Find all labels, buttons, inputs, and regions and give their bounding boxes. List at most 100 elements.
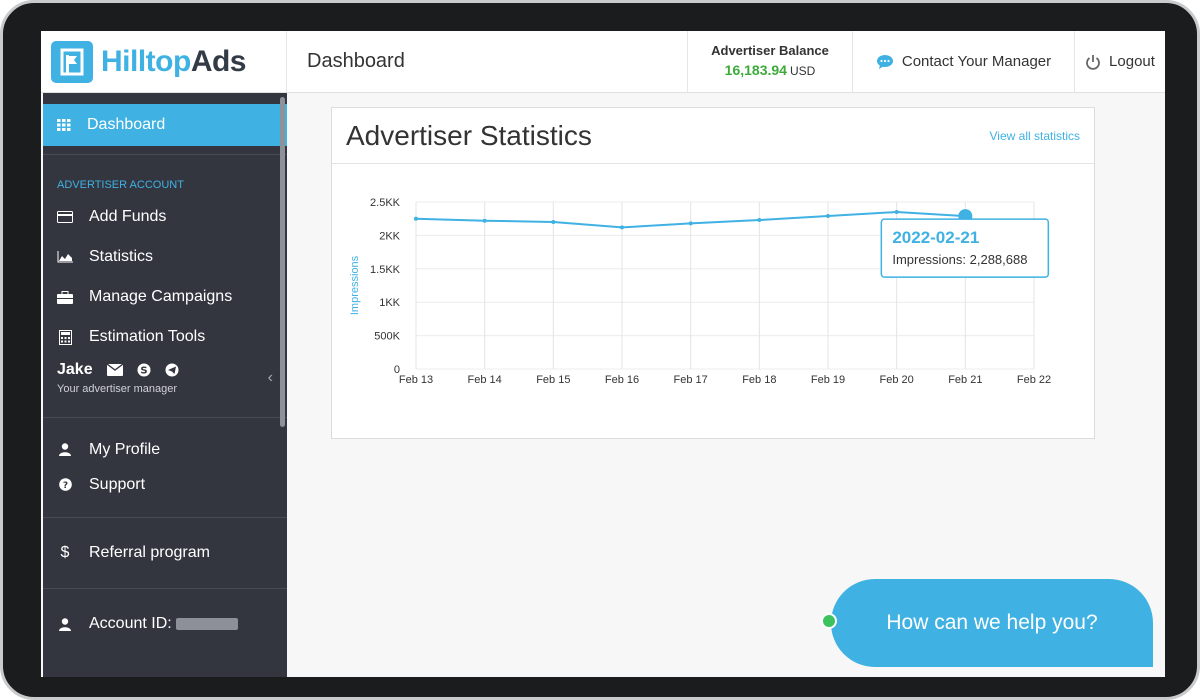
x-tick-label: Feb 22 xyxy=(1017,374,1051,386)
sidebar-item-my-profile[interactable]: My Profile xyxy=(43,432,287,467)
balance-label: Advertiser Balance xyxy=(711,43,829,58)
x-tick-label: Feb 20 xyxy=(880,374,914,386)
online-status-dot xyxy=(821,613,837,629)
advertiser-balance: Advertiser Balance 16,183.94 USD xyxy=(687,31,853,92)
data-point xyxy=(757,218,762,223)
help-chat-button[interactable]: How can we help you? xyxy=(831,579,1153,667)
x-tick-label: Feb 18 xyxy=(742,374,776,386)
area-chart-icon xyxy=(57,251,73,263)
telegram-icon[interactable] xyxy=(165,363,179,377)
x-tick-label: Feb 19 xyxy=(811,374,845,386)
data-point xyxy=(620,225,624,230)
data-point xyxy=(688,221,693,226)
logout-label: Logout xyxy=(1109,53,1155,70)
envelope-icon[interactable] xyxy=(106,364,123,376)
sidebar-section-title: ADVERTISER ACCOUNT xyxy=(57,179,184,191)
grid-icon xyxy=(57,119,71,131)
brand-logo[interactable]: HilltopAds xyxy=(41,31,287,93)
x-tick-label: Feb 21 xyxy=(948,374,982,386)
account-id-label: Account ID: xyxy=(89,615,172,632)
x-tick-label: Feb 13 xyxy=(399,374,433,386)
sidebar-item-account-id: Account ID: xyxy=(43,604,287,644)
question-circle-icon: ? xyxy=(57,478,73,491)
y-axis-label: Impressions xyxy=(349,255,361,315)
y-tick-label: 0 xyxy=(394,364,400,376)
brand-name: HilltopAds xyxy=(101,45,247,79)
credit-card-icon xyxy=(57,211,73,223)
user-icon xyxy=(57,617,73,631)
top-header: HilltopAds Dashboard Advertiser Balance … xyxy=(41,31,1165,93)
briefcase-icon xyxy=(57,290,73,304)
sidebar-scrollbar[interactable] xyxy=(280,97,285,427)
svg-text:?: ? xyxy=(62,481,67,491)
brand-name-part1: Hilltop xyxy=(101,45,191,78)
y-tick-label: 1.5KK xyxy=(370,264,401,276)
y-tick-label: 1KK xyxy=(379,297,400,309)
account-id-redacted xyxy=(175,618,238,630)
tooltip-date: 2022-02-21 xyxy=(892,228,979,247)
x-tick-label: Feb 16 xyxy=(605,374,639,386)
sidebar-item-statistics[interactable]: Statistics xyxy=(43,237,287,277)
advertiser-statistics-card: Advertiser Statistics View all statistic… xyxy=(331,107,1095,439)
y-tick-label: 2.5KK xyxy=(370,197,401,209)
user-icon xyxy=(57,443,73,456)
sidebar-item-dashboard[interactable]: Dashboard xyxy=(43,104,287,146)
sidebar-item-label: Estimation Tools xyxy=(89,328,206,345)
data-point xyxy=(894,210,899,215)
sidebar: Dashboard ADVERTISER ACCOUNT Add Funds S… xyxy=(43,93,287,677)
sidebar-item-label: Support xyxy=(89,475,146,493)
sidebar-item-support[interactable]: ? Support xyxy=(43,467,287,502)
chat-prompt: How can we help you? xyxy=(886,611,1098,634)
contact-manager-button[interactable]: Contact Your Manager xyxy=(853,31,1075,92)
app-screen: HilltopAds Dashboard Advertiser Balance … xyxy=(41,31,1165,677)
skype-icon[interactable]: S xyxy=(137,363,151,377)
sidebar-divider xyxy=(43,517,287,518)
manager-card: Jake S Your advertiser manager ‹ xyxy=(43,361,287,411)
data-point xyxy=(826,214,830,219)
stats-card-header: Advertiser Statistics View all statistic… xyxy=(332,108,1094,164)
calculator-icon xyxy=(57,329,73,345)
sidebar-item-estimation-tools[interactable]: Estimation Tools xyxy=(43,317,287,357)
svg-text:S: S xyxy=(140,366,147,377)
x-tick-label: Feb 17 xyxy=(674,374,708,386)
dollar-icon: $ xyxy=(60,544,70,561)
stats-title: Advertiser Statistics xyxy=(346,119,592,151)
data-point xyxy=(551,220,556,225)
brand-name-part2: Ads xyxy=(190,45,247,78)
sidebar-divider xyxy=(43,417,287,418)
power-icon xyxy=(1085,54,1109,70)
chart-tooltip xyxy=(880,218,1050,278)
sidebar-item-label: Dashboard xyxy=(87,116,166,133)
sidebar-item-label: Add Funds xyxy=(89,208,167,225)
page-title: Dashboard xyxy=(307,50,405,72)
sidebar-item-label: My Profile xyxy=(89,440,161,458)
flag-logo-icon xyxy=(51,41,93,83)
chat-bubble-icon xyxy=(876,54,902,70)
sidebar-divider xyxy=(43,154,287,155)
y-tick-label: 500K xyxy=(374,331,400,343)
balance-amount: 16,183.94 USD xyxy=(725,62,816,80)
sidebar-item-label: Manage Campaigns xyxy=(89,288,233,305)
x-tick-label: Feb 14 xyxy=(468,374,502,386)
sidebar-item-label: Referral program xyxy=(89,544,210,561)
contact-manager-label: Contact Your Manager xyxy=(901,53,1052,70)
balance-currency: USD xyxy=(789,64,816,78)
view-all-statistics-link[interactable]: View all statistics xyxy=(989,128,1080,143)
data-point xyxy=(482,218,487,223)
tooltip-value: Impressions: 2,288,688 xyxy=(892,252,1027,267)
balance-value: 16,183.94 xyxy=(724,62,787,78)
sidebar-divider xyxy=(43,588,287,589)
sidebar-item-manage-campaigns[interactable]: Manage Campaigns xyxy=(43,277,287,317)
sidebar-item-label: Statistics xyxy=(89,248,154,265)
manager-name: Jake xyxy=(57,361,93,378)
x-tick-label: Feb 15 xyxy=(536,374,570,386)
sidebar-item-add-funds[interactable]: Add Funds xyxy=(43,197,287,237)
manager-subtitle: Your advertiser manager xyxy=(57,383,178,395)
sidebar-item-referral[interactable]: $ Referral program xyxy=(43,533,287,573)
logout-button[interactable]: Logout xyxy=(1075,31,1165,92)
data-point xyxy=(414,216,418,221)
impressions-line-chart: 0 500K 1KK 1.5KK 2KK 2.5KK Feb 13 Feb 14 Feb 15 F… xyxy=(349,197,1051,386)
y-tick-label: 2KK xyxy=(379,230,400,242)
chevron-left-icon[interactable]: ‹ xyxy=(267,369,273,386)
